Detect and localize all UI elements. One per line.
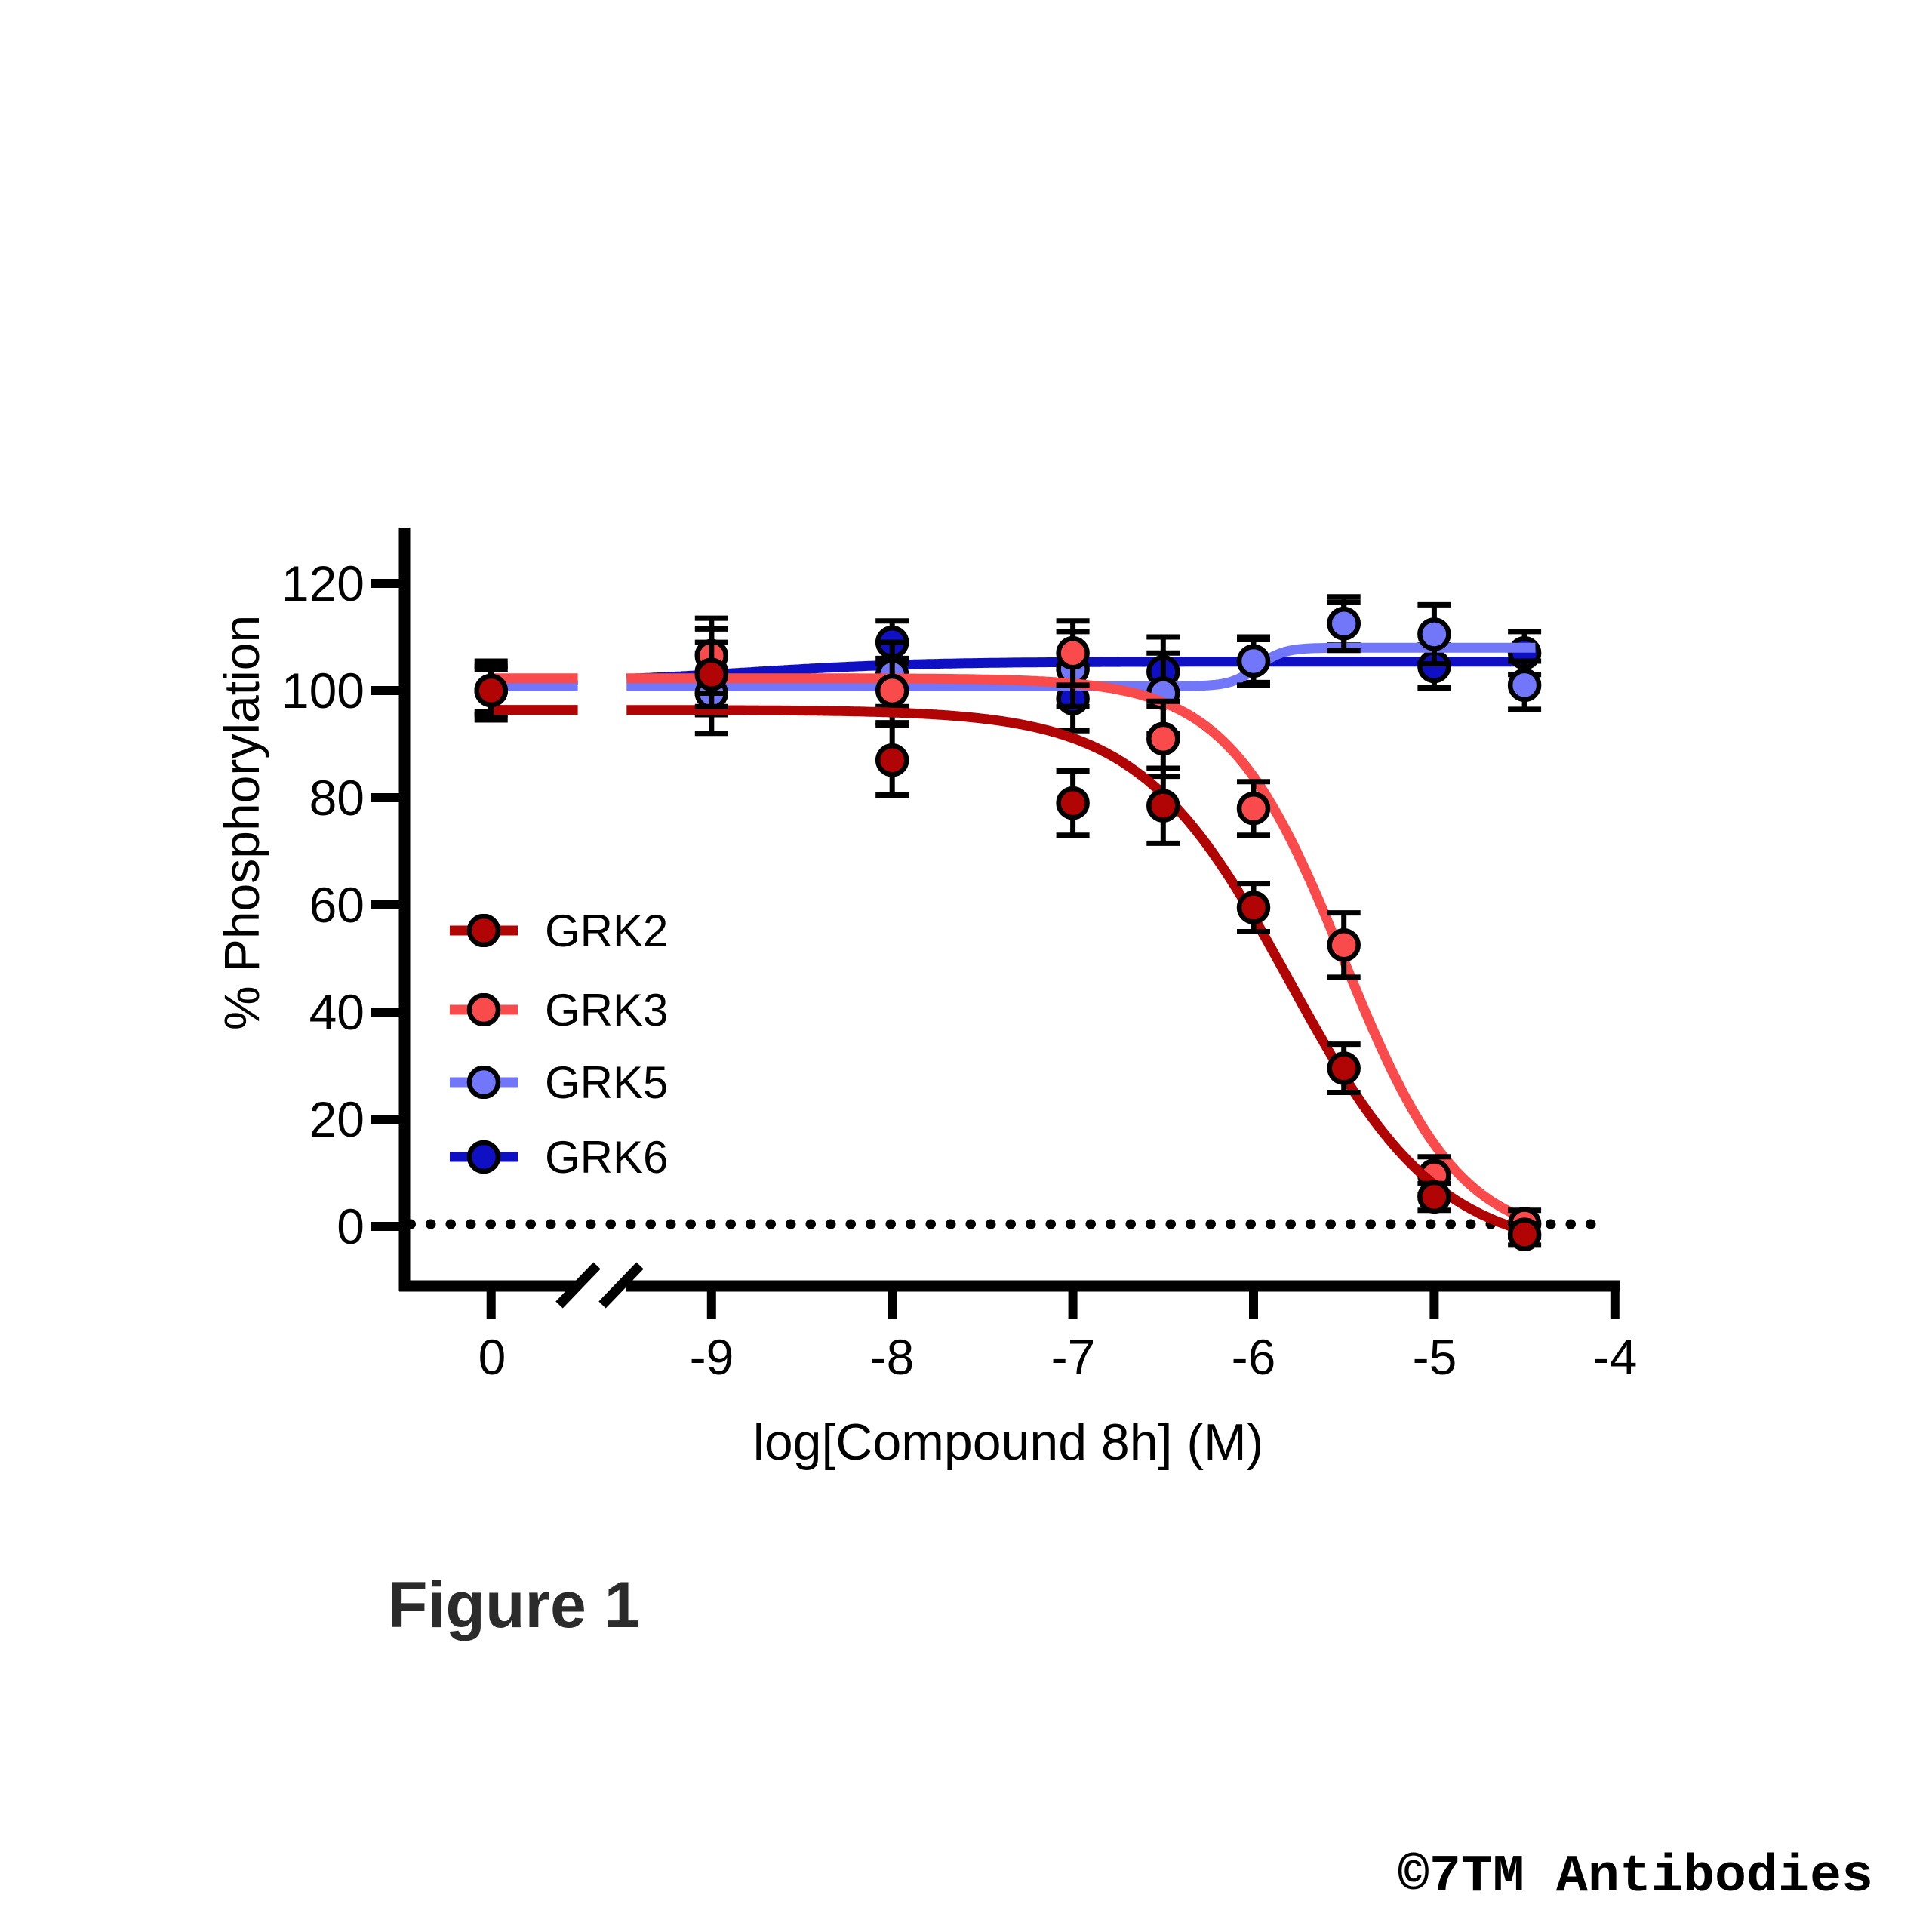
x-tick-label--7: -7 [1051,1329,1096,1385]
data-point-GRK5 [1236,644,1271,678]
y-tick-label-80: 80 [309,770,365,826]
legend-item-grk2: GRK2 [450,900,668,961]
data-point-GRK2 [1327,1051,1361,1085]
data-point-GRK2 [1146,789,1180,823]
y-tick-label-40: 40 [309,984,365,1040]
x-tick-label--5: -5 [1412,1329,1457,1385]
y-tick-label-60: 60 [309,877,365,933]
data-point-GRK5 [1417,617,1451,651]
data-point-GRK5 [1327,607,1361,641]
y-axis-title: % Phosphorylation [214,614,269,1031]
legend-marker-icon [450,914,518,947]
data-point-GRK2 [1507,1217,1542,1251]
legend-label-grk2: GRK2 [545,905,669,956]
axis-break-icon [598,1262,644,1309]
legend-item-grk3: GRK3 [450,980,668,1040]
figure-caption: Figure 1 [388,1569,641,1641]
series-GRK2 [474,639,1542,1251]
x-tick-label--6: -6 [1231,1329,1276,1385]
legend-marker-icon [450,1140,518,1174]
series-GRK5 [474,594,1542,737]
y-tick-label-20: 20 [309,1091,365,1147]
x-axis-title: log[Compound 8h] (M) [752,1414,1264,1471]
axis-break-icon [555,1262,601,1309]
data-point-GRK5 [1507,668,1542,703]
data-point-GRK2 [1236,891,1271,924]
data-point-GRK3 [1236,791,1271,826]
legend-label-grk3: GRK3 [545,984,669,1035]
data-point-GRK2 [1417,1180,1451,1214]
copyright-watermark: ©7TM Antibodies [1397,1847,1873,1907]
y-tick-label-0: 0 [337,1198,365,1254]
data-point-GRK2 [474,673,508,708]
x-tick-label--9: -9 [689,1329,734,1385]
data-point-GRK3 [1056,636,1090,670]
legend-label-grk6: GRK6 [545,1131,669,1183]
data-point-GRK3 [1146,721,1180,756]
data-point-GRK2 [875,743,909,777]
y-tick-label-120: 120 [281,555,365,611]
x-tick-label--8: -8 [869,1329,915,1385]
y-tick-label-100: 100 [281,663,365,718]
legend-marker-icon [450,1066,518,1099]
data-point-GRK3 [875,673,909,708]
data-point-GRK2 [1056,786,1090,820]
data-point-GRK2 [694,657,729,691]
x-tick-label--4: -4 [1592,1329,1638,1385]
legend-label-grk5: GRK5 [545,1057,669,1108]
legend-marker-icon [450,993,518,1026]
legend-item-grk5: GRK5 [450,1052,668,1112]
x-tick-label-0: 0 [478,1329,506,1385]
data-point-GRK3 [1327,928,1361,962]
legend-item-grk6: GRK6 [450,1127,668,1187]
curve-GRK2 [491,705,1537,1238]
